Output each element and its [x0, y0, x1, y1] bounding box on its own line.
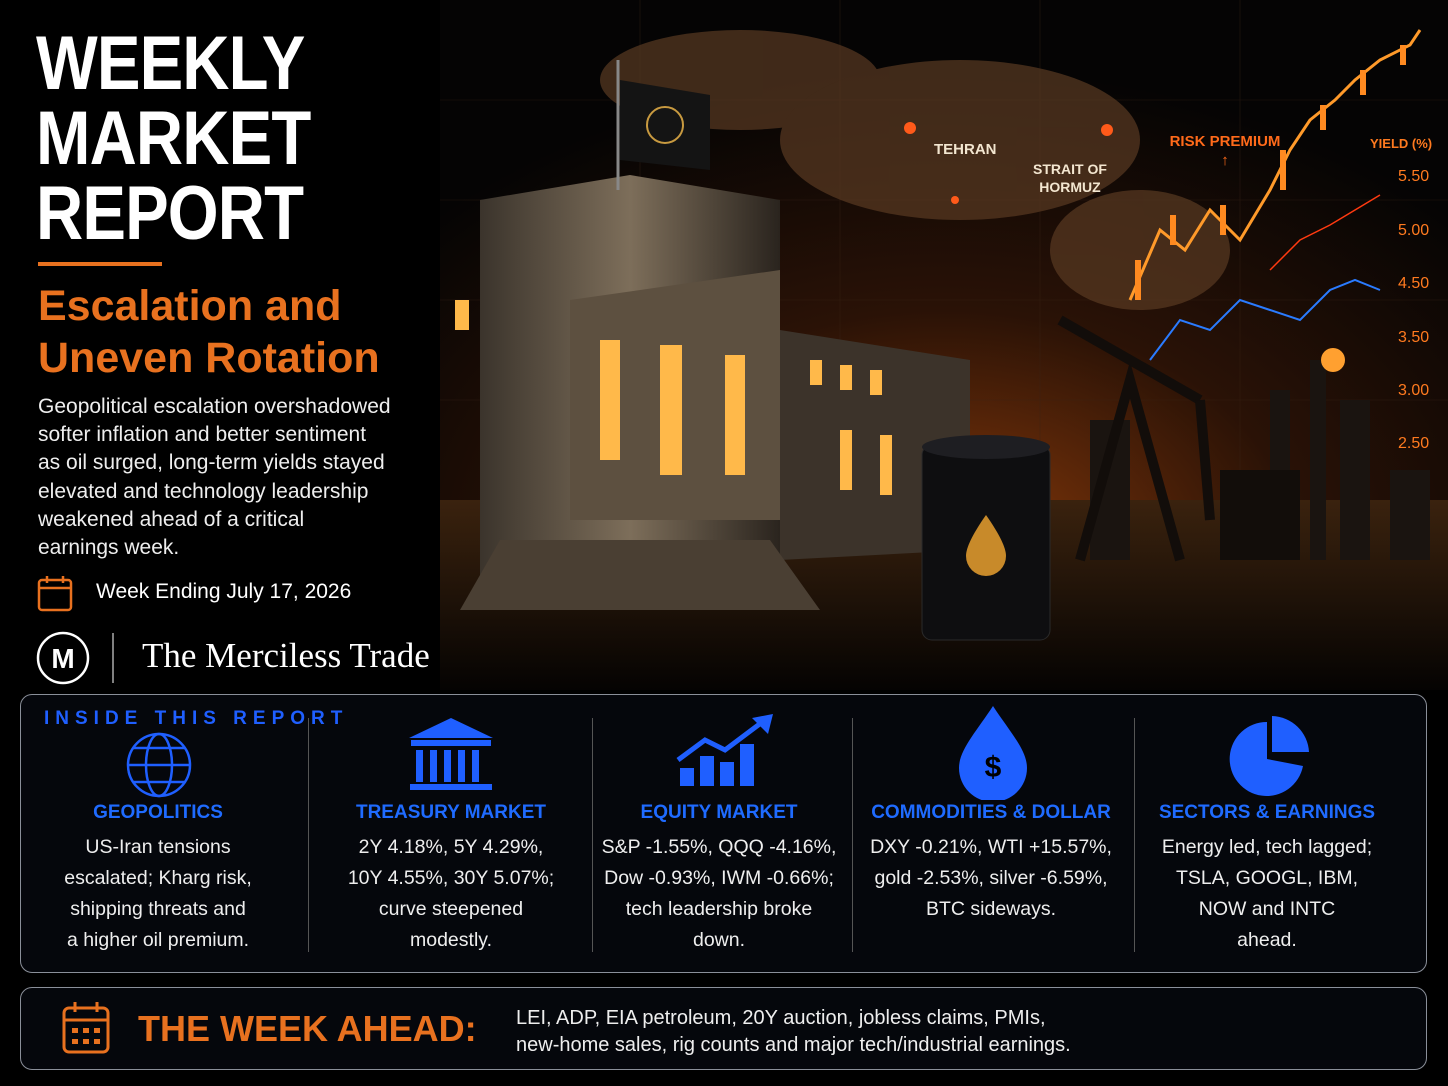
report-section: SECTORS & EARNINGS Energy led, tech lagge… [1127, 802, 1407, 956]
separator [852, 718, 853, 952]
subtitle-line: Uneven Rotation [38, 334, 380, 382]
week-ahead-line: LEI, ADP, EIA petroleum, 20Y auction, jo… [516, 1007, 1046, 1029]
inside-panel [20, 694, 1427, 973]
report-title: WEEKLY MARKET REPORT [36, 21, 311, 256]
separator [1134, 718, 1135, 952]
separator [308, 718, 309, 952]
desc-line: elevated and technology leadership [38, 479, 369, 503]
section-line: DXY -0.21%, WTI +15.57%, [870, 836, 1112, 858]
oil-drop-icon: $ [959, 706, 1027, 800]
axis-label: 4.50 [1398, 275, 1429, 292]
axis-title: YIELD (%) [1370, 136, 1432, 151]
week-ahead-line: new-home sales, rig counts and major tec… [516, 1034, 1071, 1056]
report-section: TREASURY MARKET 2Y 4.18%, 5Y 4.29%, 10Y 4.… [311, 802, 591, 956]
report-section: EQUITY MARKET S&P -1.55%, QQQ -4.16%, Dow … [579, 802, 859, 956]
brand-initial: M [51, 643, 74, 674]
section-line: tech leadership broke [625, 898, 813, 920]
section-line: a higher oil premium. [66, 929, 250, 951]
report-section: COMMODITIES & DOLLAR DXY -0.21%, WTI +15.… [851, 802, 1131, 925]
bank-icon [409, 718, 493, 790]
divider [38, 262, 162, 266]
svg-text:$: $ [985, 751, 1002, 784]
week-calendar-icon [62, 1002, 110, 1054]
separator [592, 718, 593, 952]
section-title: GEOPOLITICS [93, 802, 223, 823]
title-line: WEEKLY [36, 21, 305, 106]
axis-label: 5.00 [1398, 222, 1429, 239]
section-line: US-Iran tensions [85, 836, 231, 858]
section-line: shipping threats and [70, 898, 246, 920]
report-date: Week Ending July 17, 2026 [96, 580, 352, 603]
desc-line: weakened ahead of a critical [38, 507, 305, 531]
section-line: 10Y 4.55%, 30Y 5.07%; [347, 867, 555, 889]
week-ahead-label: THE WEEK AHEAD: [138, 1008, 477, 1049]
section-line: Dow -0.93%, IWM -0.66%; [604, 867, 834, 889]
map-label: RISK PREMIUM ↑ [1170, 133, 1281, 169]
section-line: 2Y 4.18%, 5Y 4.29%, [358, 836, 544, 858]
axis-labels: 5.50 5.00 4.50 3.50 3.00 2.50 [1398, 168, 1429, 452]
section-title: EQUITY MARKET [640, 802, 798, 823]
axis-label: 2.50 [1398, 435, 1429, 452]
desc-line: earnings week. [38, 536, 180, 560]
section-line: modestly. [410, 929, 492, 951]
title-line: MARKET [36, 96, 311, 181]
section-line: BTC sideways. [925, 898, 1057, 920]
title-line: REPORT [36, 171, 304, 256]
section-title: SECTORS & EARNINGS [1158, 802, 1376, 823]
description: Geopolitical escalation overshadowed sof… [38, 393, 391, 562]
axis-label: 5.50 [1398, 168, 1429, 185]
section-line: escalated; Kharg risk, [64, 867, 252, 889]
pie-icon [1229, 716, 1309, 796]
section-line: S&P -1.55%, QQQ -4.16%, [601, 836, 837, 858]
subtitle: Escalation and Uneven Rotation [38, 280, 380, 384]
section-line: Energy led, tech lagged; [1161, 836, 1373, 858]
section-line: curve steepened [378, 898, 524, 920]
section-line: ahead. [1237, 929, 1297, 951]
axis-label: 3.50 [1398, 329, 1429, 346]
section-line: NOW and INTC [1198, 898, 1336, 920]
desc-line: Geopolitical escalation overshadowed [38, 395, 391, 418]
brand-logo: M [36, 631, 114, 685]
section-icons: $ [126, 706, 1309, 800]
section-line: TSLA, GOOGL, IBM, [1175, 867, 1359, 889]
report-section: GEOPOLITICS US-Iran tensions escalated; Kh… [18, 802, 298, 956]
section-title: COMMODITIES & DOLLAR [871, 802, 1111, 823]
subtitle-line: Escalation and [38, 282, 342, 330]
desc-line: as oil surged, long-term yields stayed [38, 451, 385, 475]
growth-icon [676, 714, 773, 786]
section-line: gold -2.53%, silver -6.59%, [874, 867, 1108, 889]
inside-title: INSIDE THIS REPORT [44, 708, 349, 729]
calendar-icon [37, 576, 73, 612]
week-ahead-text: LEI, ADP, EIA petroleum, 20Y auction, jo… [516, 1005, 1071, 1059]
section-title: TREASURY MARKET [355, 802, 546, 823]
section-line: down. [692, 929, 746, 951]
desc-line: softer inflation and better sentiment [38, 423, 367, 447]
axis-label: 3.00 [1398, 382, 1429, 399]
map-label: STRAIT OF HORMUZ [1033, 161, 1107, 195]
illustration: TEHRAN STRAIT OF HORMUZ STRAIT OFHORMUZ … [440, 0, 1448, 690]
week-ahead-panel [20, 987, 1427, 1070]
globe-icon [126, 732, 192, 798]
brand-name: The Merciless Trade [142, 636, 430, 675]
map-label: TEHRAN [934, 141, 997, 158]
